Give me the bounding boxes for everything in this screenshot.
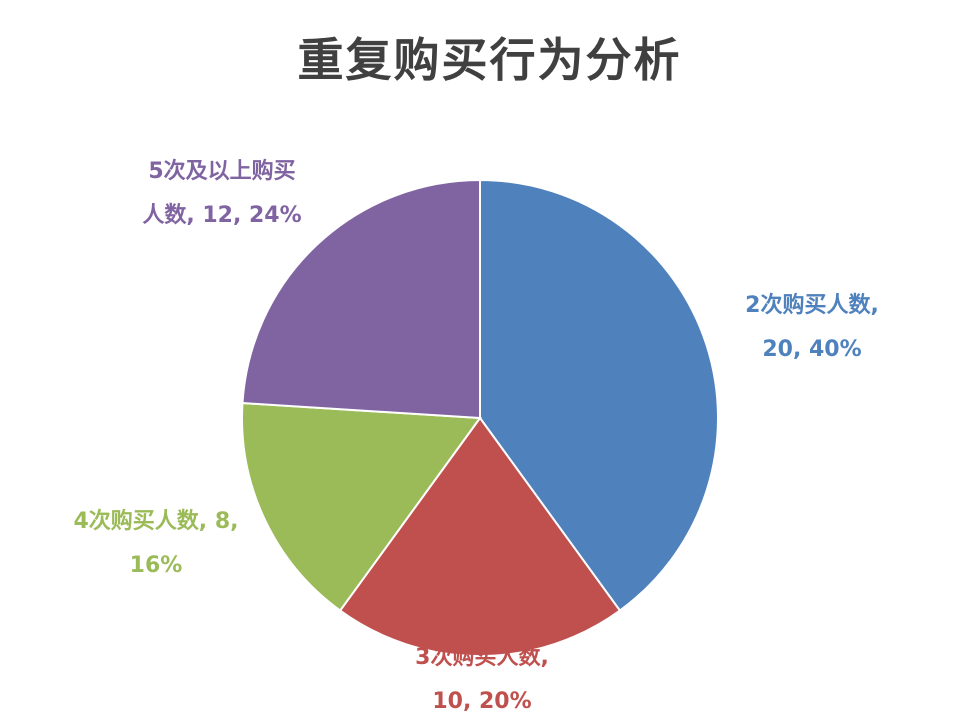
slice-data-label-line: 3次购买人数, [415, 645, 549, 670]
slice-data-label-line: 2次购买人数, [745, 293, 879, 318]
pie-slice [241, 401, 482, 612]
slice-data-label: 4次购买人数, 8, 16% [36, 500, 276, 588]
pie-slices [241, 178, 719, 658]
slice-data-label-line: 4次购买人数, 8, [73, 509, 239, 534]
pie-slice [338, 416, 622, 658]
slice-data-label-line: 5次及以上购买 [148, 159, 296, 184]
chart-title: 重复购买行为分析 [297, 33, 682, 87]
pie-slice [479, 178, 719, 612]
slice-data-label: 5次及以上购买 人数, 12, 24% [102, 150, 342, 238]
slice-data-label-line: 20, 40% [762, 337, 862, 362]
pie-slice [241, 178, 481, 420]
slice-data-label-line: 10, 20% [432, 689, 532, 714]
slice-data-label-line: 16% [129, 553, 183, 578]
slice-data-label: 2次购买人数, 20, 40% [712, 284, 912, 372]
slice-data-label: 3次购买人数, 10, 20% [372, 636, 592, 724]
slice-data-label-line: 人数, 12, 24% [142, 203, 302, 228]
